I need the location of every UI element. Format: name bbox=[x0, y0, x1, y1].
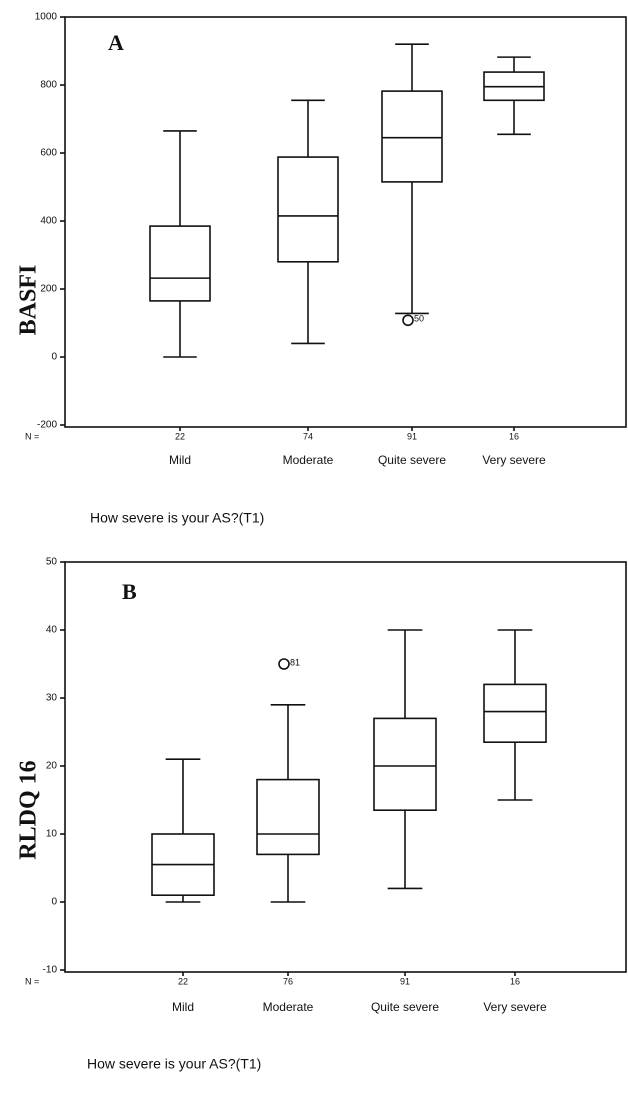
n-value: 74 bbox=[303, 431, 313, 441]
x-tick-label: Mild bbox=[169, 453, 191, 467]
panel-label: A bbox=[108, 30, 124, 55]
n-label: N = bbox=[25, 976, 39, 986]
x-tick-label: Moderate bbox=[283, 453, 334, 467]
x-axis-title: How severe is your AS?(T1) bbox=[87, 1056, 261, 1072]
n-label: N = bbox=[25, 431, 39, 441]
x-tick-label: Quite severe bbox=[371, 1000, 439, 1014]
y-tick-label: 40 bbox=[46, 625, 58, 636]
box bbox=[149, 225, 211, 302]
n-value: 91 bbox=[400, 976, 410, 986]
n-value: 91 bbox=[407, 431, 417, 441]
y-tick-label: 50 bbox=[46, 557, 58, 568]
box bbox=[483, 683, 547, 744]
box bbox=[277, 156, 339, 263]
outlier bbox=[402, 314, 414, 327]
x-tick-label: Moderate bbox=[263, 1000, 314, 1014]
y-tick-label: 400 bbox=[40, 216, 57, 227]
x-tick-label: Quite severe bbox=[378, 453, 446, 467]
outlier-id: 81 bbox=[290, 657, 300, 667]
x-axis-title: How severe is your AS?(T1) bbox=[90, 510, 264, 526]
box bbox=[373, 717, 437, 812]
y-axis-title: RLDQ 16 bbox=[16, 760, 42, 859]
plot-frame bbox=[64, 16, 627, 428]
y-tick-label: 0 bbox=[51, 897, 57, 908]
panel-label: B bbox=[122, 579, 137, 604]
n-value: 76 bbox=[283, 976, 293, 986]
y-tick-label: 1000 bbox=[35, 12, 58, 23]
y-tick-label: 20 bbox=[46, 761, 58, 772]
n-value: 16 bbox=[509, 431, 519, 441]
x-tick-label: Mild bbox=[172, 1000, 194, 1014]
y-tick-label: 200 bbox=[40, 284, 57, 295]
x-tick-label: Very severe bbox=[482, 453, 546, 467]
box bbox=[381, 90, 443, 183]
n-value: 22 bbox=[175, 431, 185, 441]
y-tick-label: 30 bbox=[46, 693, 58, 704]
n-value: 22 bbox=[178, 976, 188, 986]
y-tick-label: 600 bbox=[40, 148, 57, 159]
y-tick-label: -200 bbox=[37, 420, 57, 431]
x-tick-label: Very severe bbox=[483, 1000, 547, 1014]
n-value: 16 bbox=[510, 976, 520, 986]
plot-frame bbox=[64, 561, 627, 973]
y-tick-label: 800 bbox=[40, 80, 57, 91]
outlier-id: 50 bbox=[414, 314, 424, 324]
y-tick-label: 10 bbox=[46, 829, 58, 840]
y-axis-title: BASFI bbox=[16, 265, 42, 336]
outlier bbox=[278, 658, 290, 670]
y-tick-label: 0 bbox=[51, 352, 57, 363]
box bbox=[256, 778, 320, 856]
y-tick-label: -10 bbox=[43, 965, 58, 976]
